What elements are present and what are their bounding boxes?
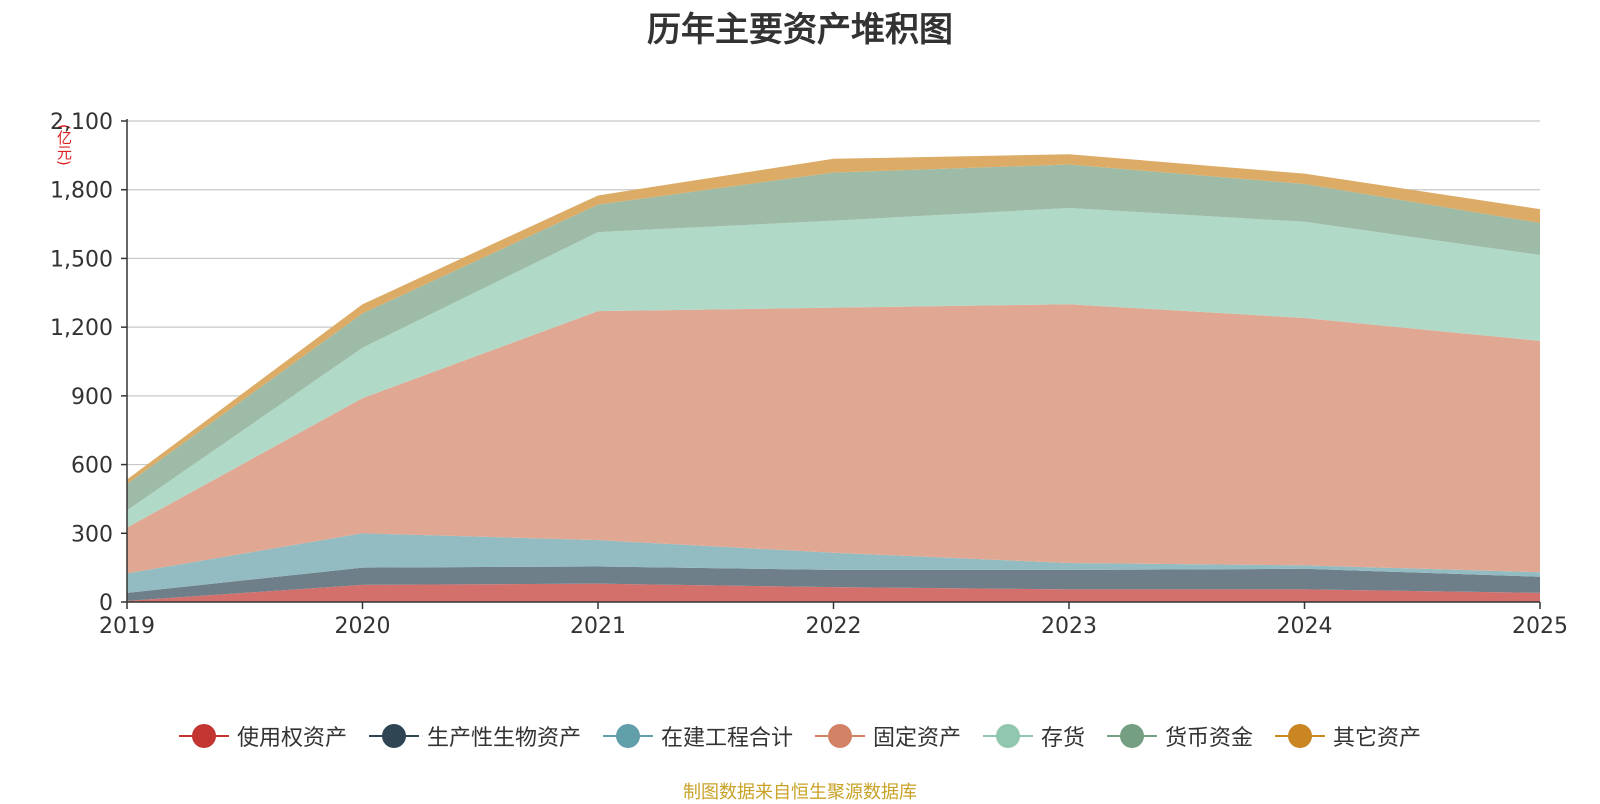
legend-swatch — [602, 724, 653, 748]
legend-label: 在建工程合计 — [660, 726, 793, 751]
area-series-5 — [127, 208, 1540, 528]
area-series-3 — [127, 533, 1540, 593]
legend-swatch — [983, 724, 1033, 748]
y-tick-label: 1,800 — [50, 179, 113, 204]
legend-label: 使用权资产 — [236, 726, 347, 751]
legend-label: 生产性生物资产 — [426, 726, 581, 751]
area-series-2 — [127, 566, 1540, 601]
legend-swatch — [1107, 724, 1158, 748]
y-tick-label: 900 — [71, 385, 113, 410]
legend-item[interactable]: 生产性生物资产 — [368, 720, 581, 752]
legend-item[interactable]: 存货 — [983, 720, 1085, 752]
chart-legend: 使用权资产 生产性生物资产 在建工程合计 固定资产 存货 货币资金 其它资产 — [0, 720, 1600, 752]
legend-label: 存货 — [1041, 726, 1086, 751]
area-series-1 — [127, 583, 1540, 602]
x-tick-label: 2025 — [1512, 614, 1568, 639]
legend-item[interactable]: 固定资产 — [814, 720, 961, 752]
x-tick-label: 2024 — [1277, 614, 1333, 639]
legend-label: 其它资产 — [1333, 726, 1422, 751]
legend-swatch — [814, 724, 865, 748]
y-tick-label: 1,500 — [50, 247, 113, 272]
data-source-note: 制图数据来自恒生聚源数据库 — [683, 782, 917, 803]
x-tick-label: 2021 — [570, 614, 626, 639]
y-axis-unit: (亿元) — [55, 124, 73, 166]
x-tick-label: 2020 — [335, 614, 391, 639]
x-tick-label: 2019 — [99, 614, 155, 639]
y-tick-label: 0 — [99, 591, 113, 616]
x-tick-label: 2022 — [806, 614, 862, 639]
legend-label: 固定资产 — [872, 726, 961, 751]
area-series-4 — [127, 304, 1540, 574]
legend-item[interactable]: 使用权资产 — [178, 720, 347, 752]
legend-swatch — [368, 724, 419, 748]
legend-item[interactable]: 在建工程合计 — [602, 720, 793, 752]
legend-item[interactable]: 货币资金 — [1107, 720, 1253, 752]
legend-item[interactable]: 其它资产 — [1275, 720, 1421, 752]
y-tick-label: 300 — [71, 522, 113, 547]
stacked-area-chart: 0 300 600 900 1,200 1,500 1,800 2,100 2019 2020 20… — [50, 110, 1568, 639]
x-tick-label: 2023 — [1041, 614, 1097, 639]
legend-swatch — [1275, 724, 1326, 748]
y-tick-label: 1,200 — [50, 316, 113, 341]
y-tick-label: 600 — [71, 454, 113, 479]
legend-swatch — [178, 724, 229, 748]
legend-label: 货币资金 — [1165, 726, 1254, 751]
chart-title: 历年主要资产堆积图 — [647, 10, 953, 50]
y-tick-label: 2,100 — [50, 110, 113, 135]
